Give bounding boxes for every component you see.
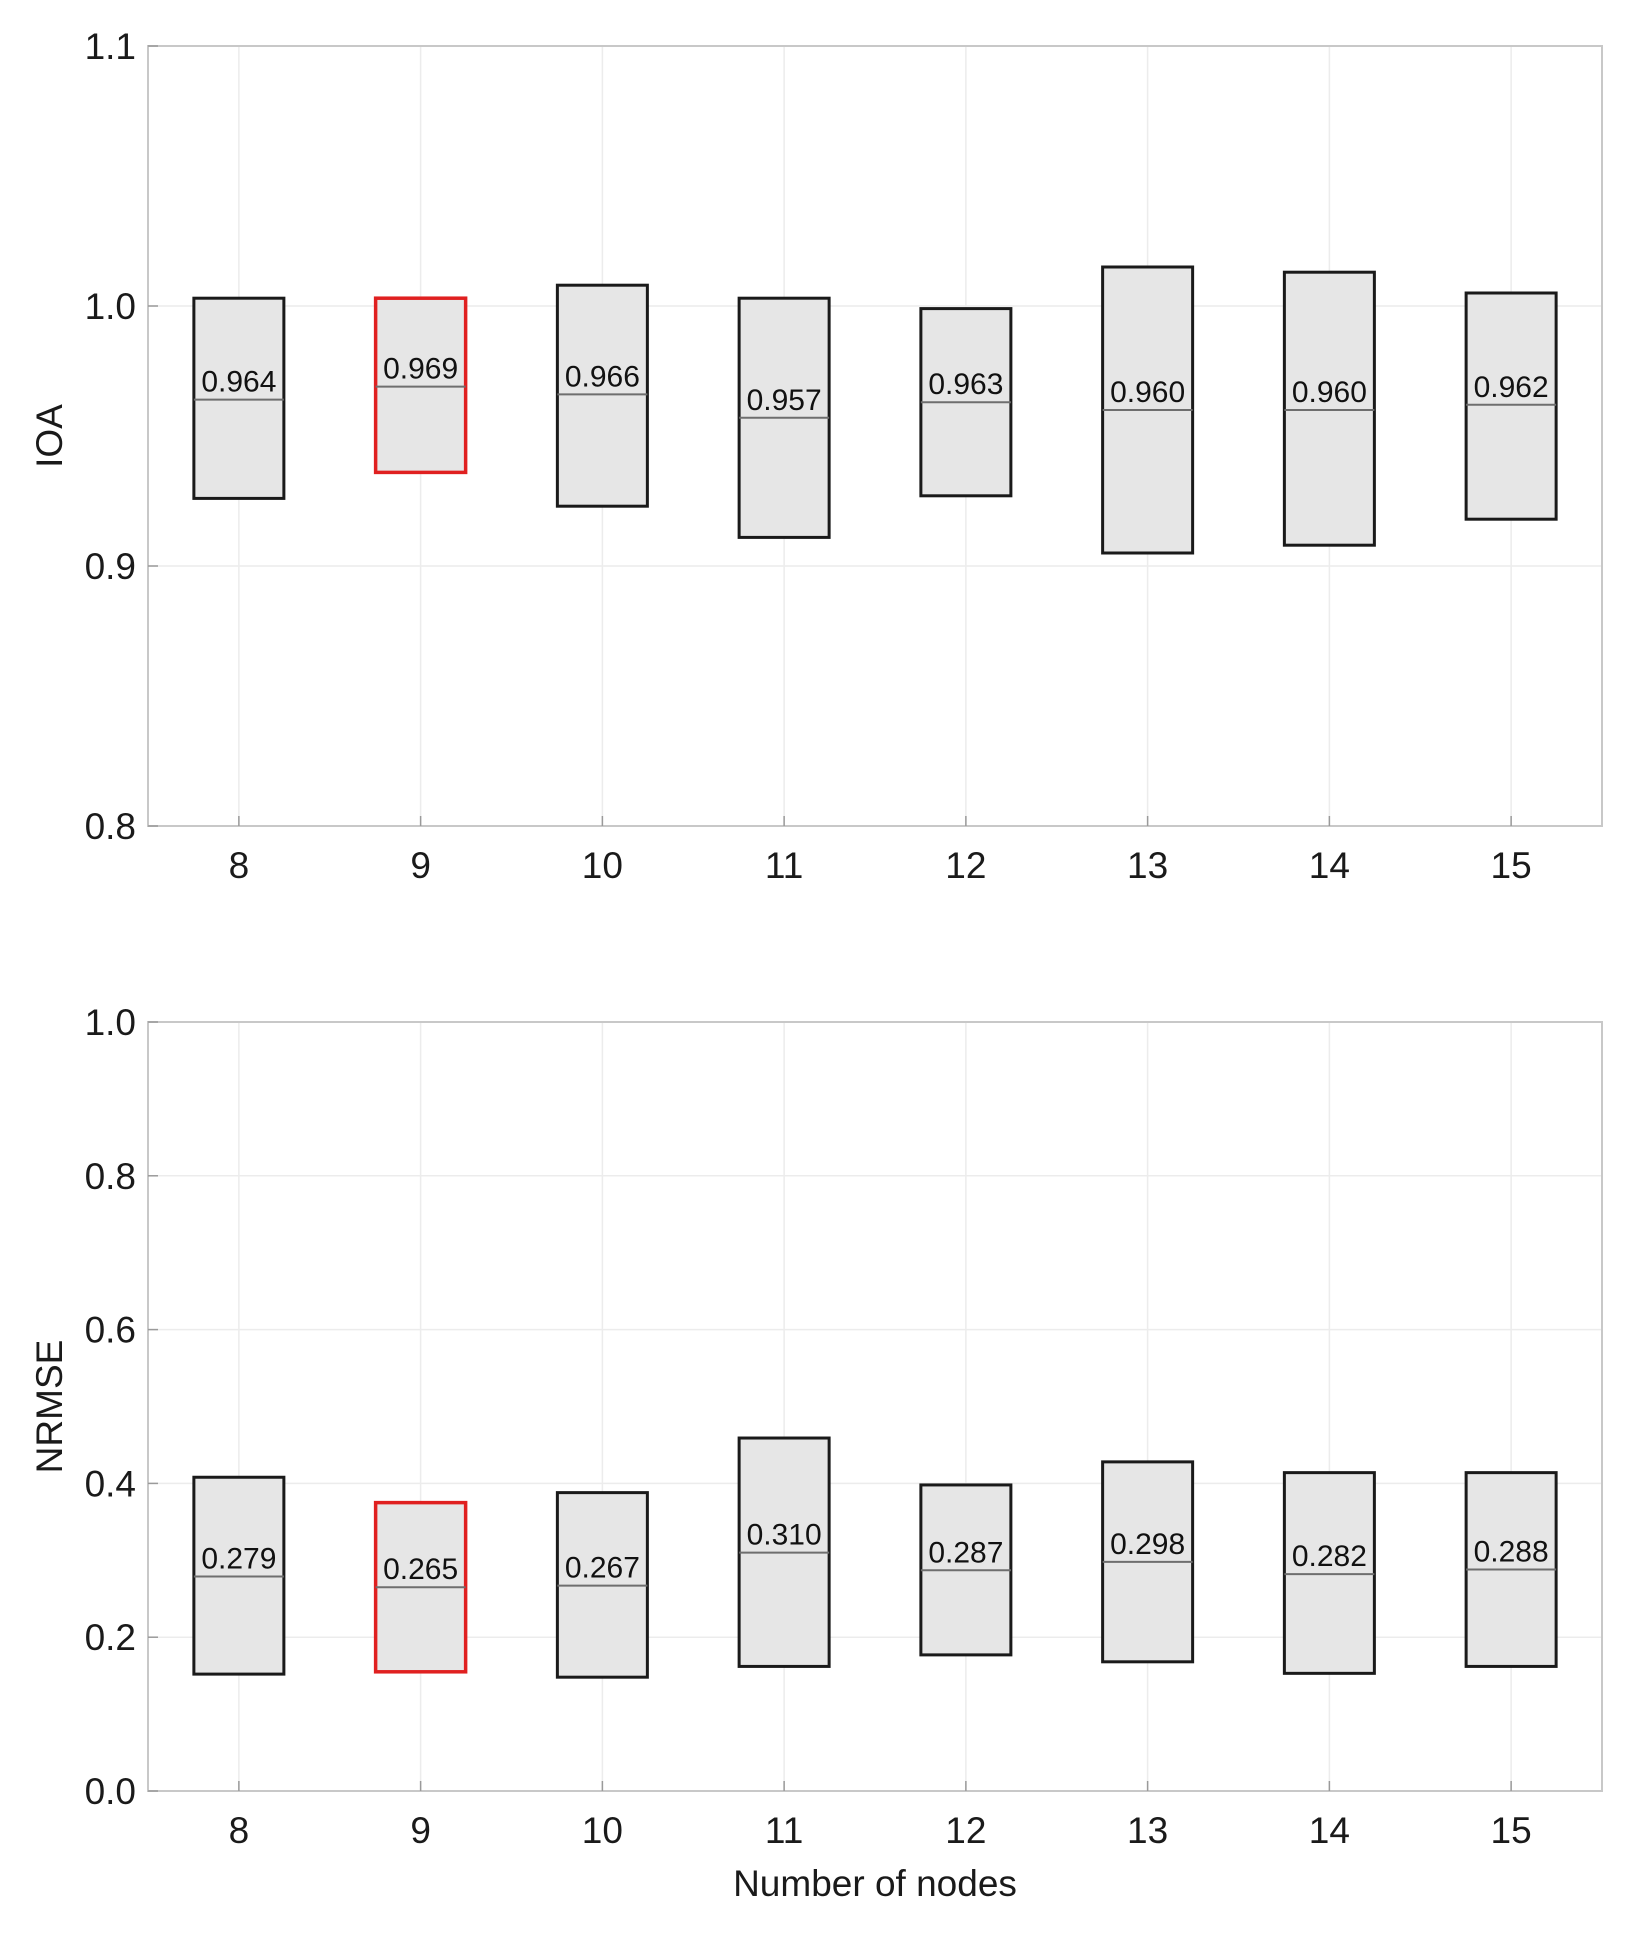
x-tick-label: 11 xyxy=(765,845,803,886)
median-label: 0.962 xyxy=(1474,371,1549,404)
x-tick-label: 8 xyxy=(229,1810,250,1851)
x-tick-label: 12 xyxy=(945,1810,986,1851)
y-tick-label: 1.0 xyxy=(85,286,136,327)
median-label: 0.287 xyxy=(928,1536,1003,1569)
x-tick-label: 13 xyxy=(1127,1810,1168,1851)
box-10 xyxy=(555,283,649,508)
x-tick-label: 15 xyxy=(1491,1810,1532,1851)
box-14 xyxy=(1282,270,1376,547)
median-label: 0.963 xyxy=(928,368,1003,401)
y-tick-label: 0.8 xyxy=(85,1156,136,1197)
plot-area xyxy=(148,46,1602,826)
median-label: 0.310 xyxy=(747,1519,822,1552)
axes-frame xyxy=(147,1021,1603,1792)
y-tick-label: 1.1 xyxy=(85,26,136,67)
box-9 xyxy=(373,296,468,475)
x-tick-label: 9 xyxy=(410,1810,431,1851)
y-tick-label: 0.9 xyxy=(85,546,136,587)
y-tick-label: 0.2 xyxy=(85,1617,136,1658)
median-label: 0.265 xyxy=(383,1553,458,1586)
median-label: 0.267 xyxy=(565,1552,640,1585)
box-14 xyxy=(1282,1471,1376,1675)
x-tick-label: 12 xyxy=(945,845,986,886)
x-axis-label: Number of nodes xyxy=(733,1863,1017,1904)
plot-area xyxy=(148,1022,1602,1791)
median-label: 0.282 xyxy=(1292,1540,1367,1573)
median-label: 0.960 xyxy=(1292,376,1367,409)
y-tick-label: 0.8 xyxy=(85,806,136,847)
y-axis-label: IOA xyxy=(29,404,70,468)
median-label: 0.966 xyxy=(565,360,640,393)
median-label: 0.957 xyxy=(747,384,822,417)
x-tick-label: 11 xyxy=(765,1810,803,1851)
median-label: 0.969 xyxy=(383,353,458,386)
x-tick-label: 8 xyxy=(229,845,250,886)
x-tick-label: 15 xyxy=(1491,845,1532,886)
y-tick-label: 0.0 xyxy=(85,1771,136,1812)
panel-nrmse: 0.0 0.2 0.4 0.6 0.8 1.0 8 9 10 11 12 13 14 15 NRMSE Num… xyxy=(29,1002,1603,1904)
x-tick-label: 9 xyxy=(410,845,431,886)
panel-ioa: 0.8 0.9 1.0 1.1 8 9 10 11 12 13 14 15 IOA 0.964 0.969 0… xyxy=(29,26,1603,886)
axes-frame xyxy=(147,45,1603,827)
median-label: 0.964 xyxy=(201,366,276,399)
x-tick-label: 14 xyxy=(1309,1810,1350,1851)
box-8 xyxy=(192,296,286,500)
y-tick-label: 1.0 xyxy=(85,1002,136,1043)
y-axis-label: NRMSE xyxy=(29,1340,70,1474)
median-label: 0.279 xyxy=(201,1542,276,1575)
median-label: 0.298 xyxy=(1110,1528,1185,1561)
y-tick-label: 0.6 xyxy=(85,1310,136,1351)
y-tick-label: 0.4 xyxy=(85,1463,136,1504)
box-15 xyxy=(1464,291,1558,521)
x-tick-label: 14 xyxy=(1309,845,1350,886)
median-label: 0.960 xyxy=(1110,376,1185,409)
x-tick-label: 10 xyxy=(582,1810,623,1851)
x-tick-label: 13 xyxy=(1127,845,1168,886)
median-label: 0.288 xyxy=(1474,1536,1549,1569)
x-tick-label: 10 xyxy=(582,845,623,886)
